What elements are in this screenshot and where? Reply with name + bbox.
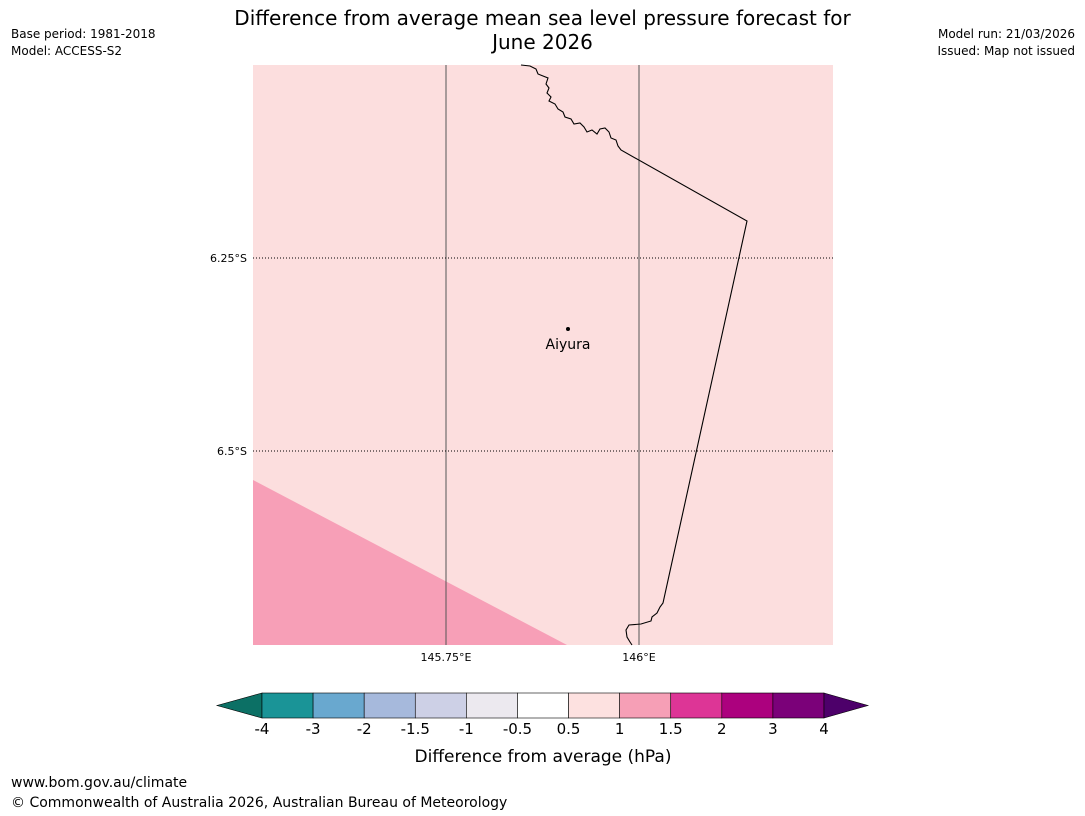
colorbar-tick-label: 3 xyxy=(768,720,778,738)
colorbar-tick-label: -4 xyxy=(255,720,270,738)
colorbar-tick-label: -1.5 xyxy=(401,720,430,738)
colorbar-bin xyxy=(772,692,825,719)
colorbar-tick-label: -3 xyxy=(306,720,321,738)
title-line-1: Difference from average mean sea level p… xyxy=(234,6,851,30)
page-title: Difference from average mean sea level p… xyxy=(200,6,885,54)
colorbar-bin xyxy=(721,692,774,719)
colorbar-extend-low xyxy=(215,692,263,719)
colorbar-bin xyxy=(670,692,723,719)
lon-label-145-75e: 145.75°E xyxy=(421,651,472,664)
title-line-2: June 2026 xyxy=(492,30,593,54)
colorbar-bin xyxy=(414,692,467,719)
colorbar-bin xyxy=(261,692,314,719)
colorbar-legend: -4 -3 -2 -1.5 -1 -0.5 0.5 1 1.5 2 3 4 Difference fr… xyxy=(215,692,870,767)
place-label: Aiyura xyxy=(546,337,591,353)
footer-copyright: © Commonwealth of Australia 2026, Austra… xyxy=(11,795,508,811)
colorbar-bin xyxy=(363,692,416,719)
lat-label-6-5s: 6.5°S xyxy=(217,445,247,458)
anomaly-region xyxy=(253,480,567,645)
colorbar-bin xyxy=(466,692,518,719)
colorbar-tick-label: -2 xyxy=(357,720,372,738)
model-run: Model run: 21/03/2026 xyxy=(937,27,1075,41)
colorbar-bin xyxy=(312,692,365,719)
colorbar-tick-label: 0.5 xyxy=(557,720,581,738)
colorbar-tick-label: 1 xyxy=(615,720,625,738)
colorbar-extend-high xyxy=(823,692,870,719)
border-line xyxy=(520,64,748,646)
colorbar-tick-label: -1 xyxy=(459,720,474,738)
place-marker[interactable] xyxy=(566,327,570,331)
base-period: Base period: 1981-2018 xyxy=(11,27,156,41)
lat-label-6-25s: 6.25°S xyxy=(210,252,247,265)
colorbar-bin xyxy=(568,692,620,719)
colorbar-tick-label: 4 xyxy=(819,720,829,738)
colorbar-tick-label: -0.5 xyxy=(503,720,532,738)
colorbar-tick-label: 2 xyxy=(717,720,727,738)
colorbar-bin xyxy=(619,692,672,719)
colorbar-bin xyxy=(517,692,569,719)
colorbar-label: Difference from average (hPa) xyxy=(415,747,672,767)
colorbar-tick-label: 1.5 xyxy=(659,720,683,738)
lon-label-146e: 146°E xyxy=(622,651,655,664)
footer-url: www.bom.gov.au/climate xyxy=(11,775,188,791)
issued-status: Issued: Map not issued xyxy=(937,44,1075,58)
model-name: Model: ACCESS-S2 xyxy=(11,44,123,58)
forecast-map[interactable]: Aiyura 6.25°S 6.5°S 145.75°E 146°E xyxy=(0,0,1085,680)
